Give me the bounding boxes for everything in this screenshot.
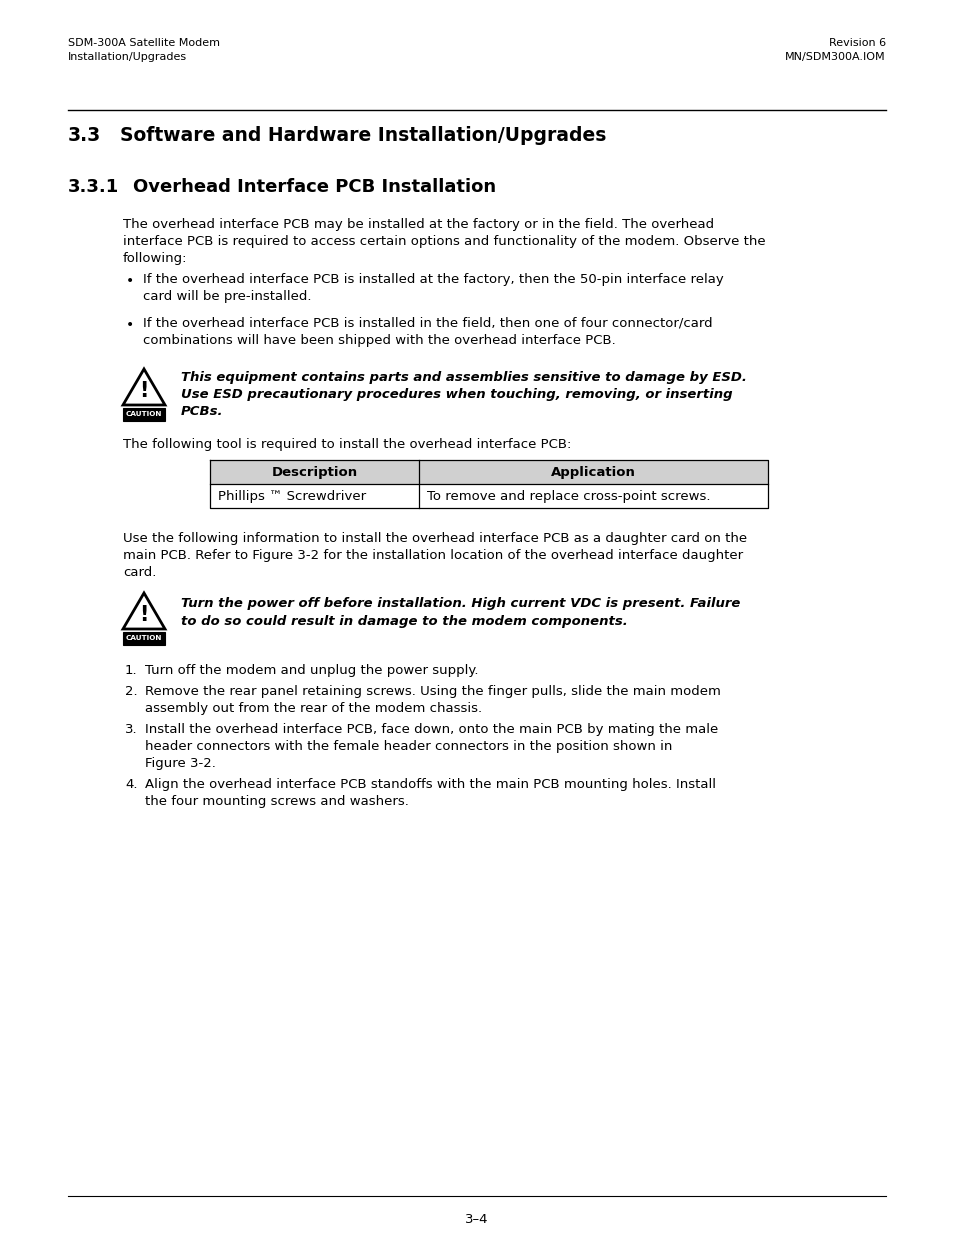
Text: The following tool is required to install the overhead interface PCB:: The following tool is required to instal…	[123, 438, 571, 451]
Text: 3.: 3.	[125, 722, 137, 736]
Text: •: •	[126, 274, 134, 288]
Polygon shape	[123, 369, 165, 405]
Text: 3.3: 3.3	[68, 126, 101, 144]
Text: CAUTION: CAUTION	[126, 636, 162, 641]
Text: To remove and replace cross-point screws.: To remove and replace cross-point screws…	[427, 490, 710, 503]
Text: Remove the rear panel retaining screws. Using the finger pulls, slide the main m: Remove the rear panel retaining screws. …	[145, 685, 720, 698]
Text: CAUTION: CAUTION	[126, 411, 162, 417]
Text: assembly out from the rear of the modem chassis.: assembly out from the rear of the modem …	[145, 701, 481, 715]
Text: SDM-300A Satellite Modem: SDM-300A Satellite Modem	[68, 38, 220, 48]
Text: Application: Application	[551, 466, 636, 479]
Text: The overhead interface PCB may be installed at the factory or in the field. The : The overhead interface PCB may be instal…	[123, 219, 714, 231]
Text: 2.: 2.	[125, 685, 137, 698]
Text: combinations will have been shipped with the overhead interface PCB.: combinations will have been shipped with…	[143, 333, 615, 347]
Text: 3.3.1: 3.3.1	[68, 178, 119, 196]
FancyBboxPatch shape	[210, 459, 767, 484]
Text: to do so could result in damage to the modem components.: to do so could result in damage to the m…	[181, 615, 627, 629]
Text: !: !	[139, 605, 149, 625]
FancyBboxPatch shape	[123, 632, 165, 645]
Text: header connectors with the female header connectors in the position shown in: header connectors with the female header…	[145, 740, 672, 753]
Text: This equipment contains parts and assemblies sensitive to damage by ESD.: This equipment contains parts and assemb…	[181, 370, 746, 384]
Text: 1.: 1.	[125, 664, 137, 677]
Text: card.: card.	[123, 566, 156, 579]
Text: Description: Description	[272, 466, 357, 479]
Text: Installation/Upgrades: Installation/Upgrades	[68, 52, 187, 62]
Text: If the overhead interface PCB is installed at the factory, then the 50-pin inter: If the overhead interface PCB is install…	[143, 273, 723, 287]
Text: !: !	[139, 382, 149, 401]
Text: Software and Hardware Installation/Upgrades: Software and Hardware Installation/Upgra…	[120, 126, 606, 144]
Text: Turn off the modem and unplug the power supply.: Turn off the modem and unplug the power …	[145, 664, 478, 677]
Text: following:: following:	[123, 252, 188, 266]
Text: Overhead Interface PCB Installation: Overhead Interface PCB Installation	[132, 178, 496, 196]
FancyBboxPatch shape	[123, 408, 165, 421]
Polygon shape	[123, 593, 165, 629]
Text: Revision 6: Revision 6	[828, 38, 885, 48]
Text: 3–4: 3–4	[465, 1213, 488, 1226]
Text: 4.: 4.	[125, 778, 137, 790]
Text: Use the following information to install the overhead interface PCB as a daughte: Use the following information to install…	[123, 532, 746, 545]
Text: Use ESD precautionary procedures when touching, removing, or inserting: Use ESD precautionary procedures when to…	[181, 388, 732, 401]
Text: Install the overhead interface PCB, face down, onto the main PCB by mating the m: Install the overhead interface PCB, face…	[145, 722, 718, 736]
Text: If the overhead interface PCB is installed in the field, then one of four connec: If the overhead interface PCB is install…	[143, 317, 712, 330]
Text: card will be pre-installed.: card will be pre-installed.	[143, 290, 312, 303]
Text: Figure 3-2.: Figure 3-2.	[145, 757, 215, 769]
Text: PCBs.: PCBs.	[181, 405, 223, 417]
Text: interface PCB is required to access certain options and functionality of the mod: interface PCB is required to access cert…	[123, 235, 765, 248]
Text: Phillips ™ Screwdriver: Phillips ™ Screwdriver	[218, 490, 366, 503]
Text: the four mounting screws and washers.: the four mounting screws and washers.	[145, 795, 409, 808]
Text: main PCB. Refer to Figure 3-2 for the installation location of the overhead inte: main PCB. Refer to Figure 3-2 for the in…	[123, 550, 742, 562]
Text: MN/SDM300A.IOM: MN/SDM300A.IOM	[784, 52, 885, 62]
Text: Turn the power off before installation. High current VDC is present. Failure: Turn the power off before installation. …	[181, 597, 740, 610]
Text: •: •	[126, 317, 134, 332]
Text: Align the overhead interface PCB standoffs with the main PCB mounting holes. Ins: Align the overhead interface PCB standof…	[145, 778, 716, 790]
